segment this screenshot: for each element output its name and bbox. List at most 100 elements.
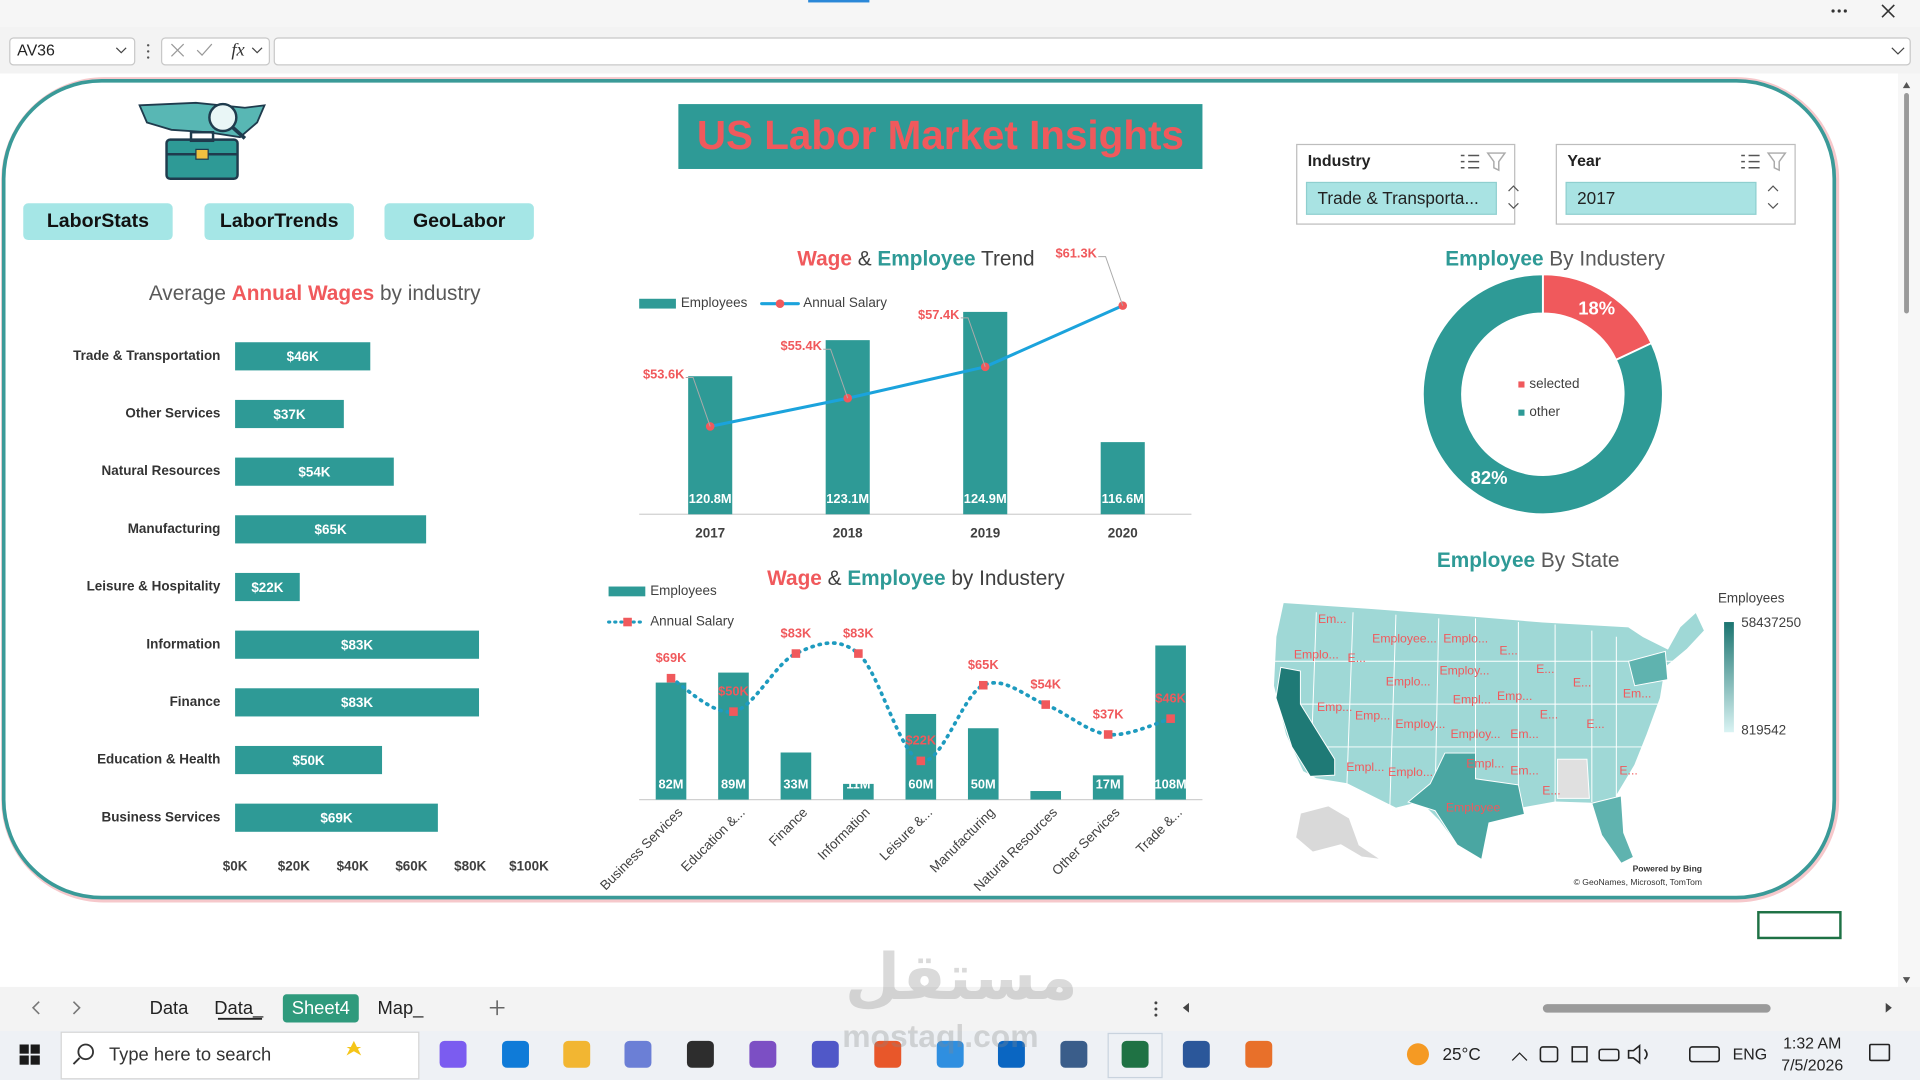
taskbar-app[interactable]: [624, 1040, 652, 1068]
legend-label: Employees: [650, 583, 717, 598]
region-label: E...: [1573, 675, 1591, 689]
taskbar-app[interactable]: [1182, 1040, 1210, 1068]
bar: [780, 752, 812, 800]
selected-cell[interactable]: [1757, 911, 1842, 940]
taskbar-app[interactable]: [1245, 1040, 1273, 1068]
expand-arrow[interactable]: [1891, 47, 1905, 55]
line-value-label: $22K: [905, 733, 936, 748]
label-leader: [1098, 256, 1124, 306]
search-icon-handle: [72, 1057, 81, 1065]
taskbar-app[interactable]: [811, 1040, 839, 1068]
cancel-icon[interactable]: [170, 43, 185, 57]
taskbar-app[interactable]: [502, 1040, 529, 1068]
tab-nav[interactable]: [31, 1001, 81, 1015]
legend-marker: [775, 299, 785, 308]
clear-filter-icon[interactable]: [1766, 152, 1787, 172]
sheet-tab[interactable]: Map_: [377, 997, 424, 1019]
start-button[interactable]: [19, 1044, 40, 1065]
nav-button[interactable]: [204, 203, 354, 240]
scroll-thumb[interactable]: [1904, 93, 1909, 314]
category-label: Leisure & Hospitality: [87, 579, 221, 594]
bar-value-label: 50M: [971, 776, 996, 791]
taskbar-app[interactable]: [1060, 1040, 1088, 1068]
taskbar-app[interactable]: [563, 1040, 591, 1068]
bar-value-label: 33M: [783, 776, 808, 791]
map-credit: © GeoNames, Microsoft, TomTom: [1574, 877, 1702, 887]
x-tick-label: $40K: [337, 859, 369, 874]
sheet-tab[interactable]: Sheet4: [292, 997, 350, 1018]
watermark-arabic: مستقل: [845, 942, 1078, 1013]
category-label: Education & Health: [97, 752, 220, 767]
nav-button[interactable]: [384, 203, 534, 240]
taskbar-app[interactable]: [439, 1040, 467, 1068]
slicer-item[interactable]: [1305, 181, 1497, 215]
fx-icon[interactable]: fx: [231, 40, 245, 60]
region-label: Empl...: [1453, 693, 1491, 707]
line-value-label: $55.4K: [780, 338, 822, 353]
sheet-tab[interactable]: Data_: [214, 997, 264, 1019]
vertical-scrollbar[interactable]: [1897, 73, 1920, 987]
search-highlight-icon: [346, 1040, 362, 1056]
tab-options[interactable]: [1154, 1001, 1158, 1017]
slicer-item[interactable]: [1565, 181, 1757, 215]
line-value-label: $69K: [656, 650, 687, 665]
region-label: Employ...: [1439, 663, 1489, 677]
name-box-text: AV36: [17, 43, 55, 60]
category-label: Trade & Transportation: [73, 348, 220, 363]
map-state-mid: [1591, 650, 1669, 864]
bar-value-label: $69K: [320, 811, 352, 826]
bar: [967, 728, 999, 800]
region-label: Emplo...: [1388, 765, 1433, 779]
taskbar-app[interactable]: [997, 1040, 1025, 1068]
taskbar-app[interactable]: [749, 1040, 777, 1068]
line-marker: [978, 680, 988, 690]
tray-icons[interactable]: [1539, 1044, 1720, 1065]
category-label: Manufacturing: [128, 521, 221, 536]
slicer-title: Year: [1567, 153, 1601, 170]
bar: [825, 340, 870, 515]
taskbar-app[interactable]: [874, 1040, 902, 1068]
multi-select-icon[interactable]: [1460, 154, 1480, 169]
formula-input[interactable]: [273, 37, 1911, 66]
legend-marker: [623, 617, 632, 627]
close-button[interactable]: [1881, 4, 1895, 18]
label-leader: [823, 348, 849, 399]
line-value-label: $37K: [1093, 706, 1124, 721]
slicer-scroll[interactable]: [1508, 185, 1519, 210]
chart-title-part: Trend: [976, 247, 1035, 270]
add-sheet[interactable]: [489, 1000, 505, 1016]
category-label: Business Services: [101, 809, 220, 824]
map-credit: Powered by Bing: [1633, 864, 1702, 874]
region-label: Em...: [1510, 764, 1539, 778]
clock-time[interactable]: 1:32 AM: [1783, 1036, 1841, 1053]
taskbar-app[interactable]: [936, 1040, 964, 1068]
region-label: Employee...: [1372, 631, 1437, 645]
line-marker: [791, 649, 801, 658]
chart-title-part: Annual Wages: [232, 281, 375, 304]
notifications[interactable]: [1869, 1043, 1891, 1062]
weather-icon[interactable]: [1406, 1043, 1429, 1066]
dropdown-arrow: [115, 47, 127, 54]
line: [708, 304, 1125, 428]
slice-label: 82%: [1471, 467, 1508, 488]
enter-icon[interactable]: [196, 43, 213, 56]
more-button[interactable]: [1831, 9, 1847, 13]
nav-button[interactable]: [23, 203, 173, 240]
clock-date[interactable]: 7/5/2026: [1781, 1058, 1843, 1075]
line-value-label: $65K: [968, 657, 999, 672]
search-box[interactable]: [60, 1031, 420, 1080]
slicer-scroll[interactable]: [1767, 185, 1779, 210]
tray-chevron[interactable]: [1511, 1052, 1528, 1061]
taskbar-app[interactable]: [686, 1040, 714, 1068]
h-scroll-thumb[interactable]: [1542, 1004, 1771, 1013]
clear-filter-icon[interactable]: [1486, 152, 1507, 172]
region-label: Em...: [1623, 687, 1652, 701]
sheet-tab[interactable]: Data: [150, 997, 190, 1018]
language[interactable]: ENG: [1733, 1047, 1767, 1064]
multi-select-icon[interactable]: [1741, 154, 1760, 169]
x-tick-label: $0K: [223, 859, 248, 874]
taskbar-app[interactable]: [1121, 1040, 1149, 1068]
name-box[interactable]: [9, 37, 136, 66]
search-placeholder: Type here to search: [109, 1043, 271, 1064]
